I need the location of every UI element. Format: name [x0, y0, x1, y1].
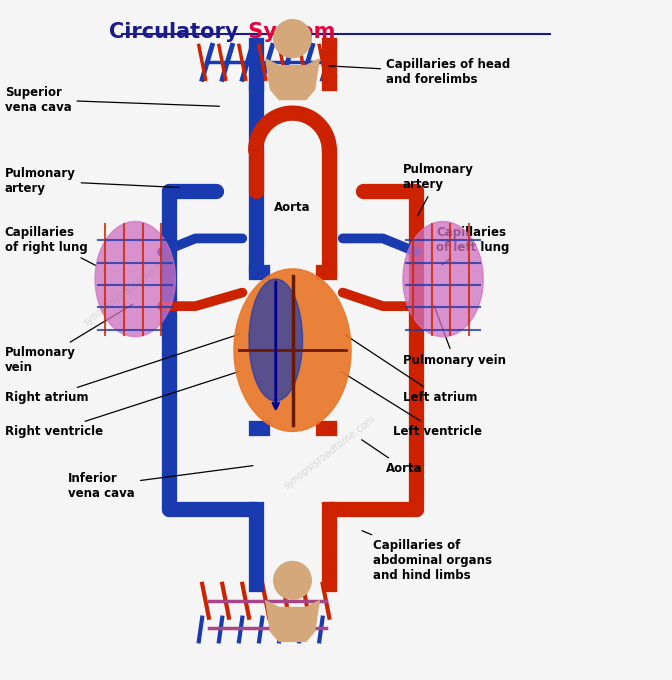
Text: synopsisroadtome.com: synopsisroadtome.com — [282, 413, 378, 491]
Text: synopsisroadtome.com: synopsisroadtome.com — [82, 251, 177, 328]
Polygon shape — [265, 600, 319, 641]
Ellipse shape — [234, 269, 351, 431]
Text: Capillaries
of left lung: Capillaries of left lung — [436, 226, 510, 265]
Text: Inferior
vena cava: Inferior vena cava — [69, 466, 253, 500]
Circle shape — [274, 562, 311, 599]
Polygon shape — [265, 59, 319, 99]
Circle shape — [274, 20, 311, 58]
Text: Pulmonary
artery: Pulmonary artery — [403, 163, 474, 216]
Text: Capillaries of head
and forelimbs: Capillaries of head and forelimbs — [329, 58, 511, 86]
Ellipse shape — [249, 279, 302, 401]
Text: Pulmonary vein: Pulmonary vein — [403, 305, 506, 367]
Text: Pulmonary
vein: Pulmonary vein — [5, 304, 133, 374]
Text: Right ventricle: Right ventricle — [5, 371, 240, 438]
Text: System: System — [241, 22, 335, 41]
Text: Aorta: Aorta — [362, 440, 423, 475]
Text: Pulmonary
artery: Pulmonary artery — [5, 167, 179, 195]
Text: Superior
vena cava: Superior vena cava — [5, 86, 220, 114]
Text: Left atrium: Left atrium — [345, 335, 477, 404]
Text: Right atrium: Right atrium — [5, 334, 240, 404]
Text: Left ventricle: Left ventricle — [341, 372, 482, 438]
Ellipse shape — [95, 222, 175, 337]
Text: Circulatory: Circulatory — [110, 22, 239, 41]
Ellipse shape — [403, 222, 483, 337]
Text: Capillaries
of right lung: Capillaries of right lung — [5, 226, 96, 266]
Text: Capillaries of
abdominal organs
and hind limbs: Capillaries of abdominal organs and hind… — [362, 530, 492, 581]
Text: Aorta: Aorta — [274, 201, 311, 214]
